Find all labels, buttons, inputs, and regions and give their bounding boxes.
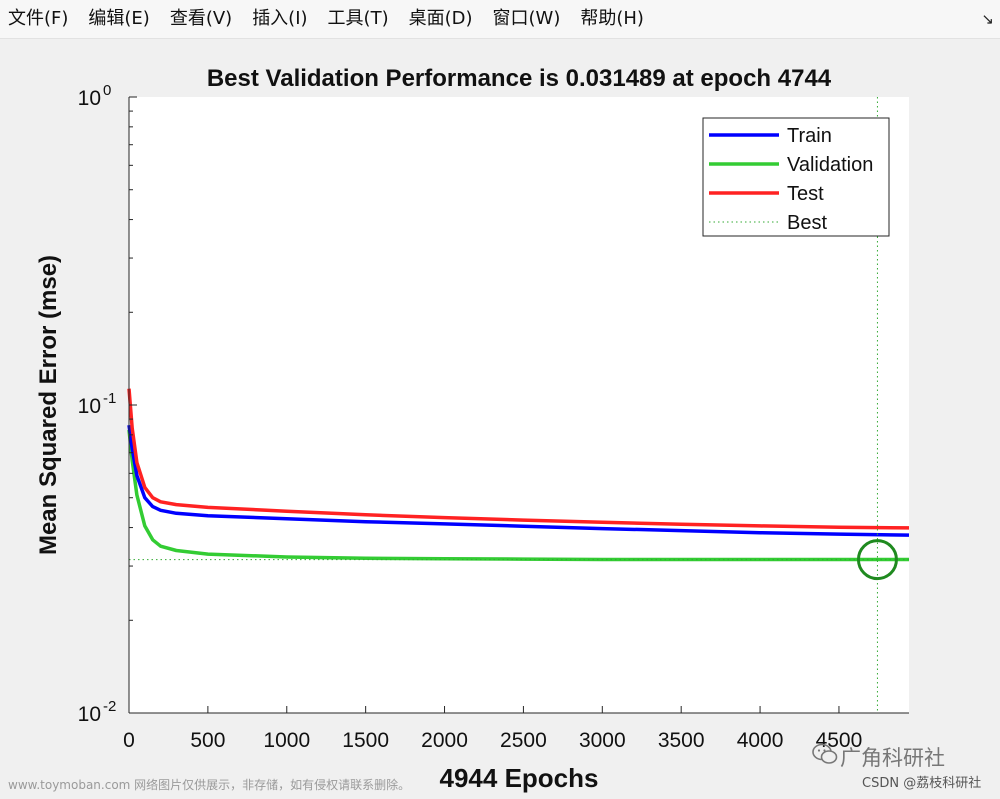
series-line-train [127, 424, 910, 537]
legend-label-test: Test [787, 183, 824, 205]
dock-arrow-icon[interactable]: ↘ [981, 10, 994, 28]
x-tick-label: 2000 [421, 729, 468, 752]
x-axis-label: 4944 Epochs [440, 763, 599, 793]
x-tick-label: 3000 [579, 729, 626, 752]
x-tick-label: 4000 [737, 729, 784, 752]
menu-file[interactable]: 文件(F) [8, 8, 69, 29]
x-tick-label: 500 [190, 729, 225, 752]
performance-chart: Best Validation Performance is 0.031489 … [35, 65, 910, 793]
best-point-marker [856, 539, 898, 581]
watermark-brand: 广角科研社 [840, 746, 945, 770]
legend-label-validation: Validation [787, 154, 873, 176]
legend-label-train: Train [787, 125, 832, 147]
menu-edit[interactable]: 编辑(E) [88, 8, 150, 29]
x-tick-label: 1000 [263, 729, 310, 752]
menu-desktop[interactable]: 桌面(D) [408, 8, 473, 29]
legend-label-best: Best [787, 212, 827, 234]
menu-view[interactable]: 查看(V) [169, 8, 233, 29]
y-tick-exponent: -2 [103, 698, 116, 715]
menu-window[interactable]: 窗口(W) [492, 8, 561, 29]
y-tick-exponent: 0 [103, 82, 111, 99]
legend: Train Validation Test Best [702, 117, 890, 237]
y-tick-label: 10 [78, 87, 101, 110]
legend-box [702, 117, 890, 237]
y-tick-exponent: -1 [103, 390, 116, 407]
menu-help[interactable]: 帮助(H) [580, 8, 644, 29]
menu-insert[interactable]: 插入(I) [252, 8, 308, 29]
x-tick-label: 3500 [658, 729, 705, 752]
x-tick-label: 1500 [342, 729, 389, 752]
menu-bar: 文件(F) 编辑(E) 查看(V) 插入(I) 工具(T) 桌面(D) 窗口(W… [0, 0, 1000, 39]
x-tick-label: 2500 [500, 729, 547, 752]
chart-title: Best Validation Performance is 0.031489 … [207, 65, 832, 92]
series-line-test [127, 388, 910, 530]
y-axis-label: Mean Squared Error (mse) [35, 255, 62, 555]
menu-tools[interactable]: 工具(T) [327, 8, 389, 29]
y-tick-label: 10 [78, 703, 101, 726]
wechat-logo-icon [812, 743, 838, 764]
watermark-csdn: CSDN @荔枝科研社 [862, 776, 982, 791]
watermark-source: www.toymoban.com 网络图片仅供展示，非存储，如有侵权请联系删除。 [8, 778, 411, 792]
series-line-validation [127, 429, 909, 562]
y-tick-label: 10 [78, 395, 101, 418]
figure-canvas: Best Validation Performance is 0.031489 … [0, 39, 1000, 794]
x-tick-label: 0 [123, 729, 135, 752]
